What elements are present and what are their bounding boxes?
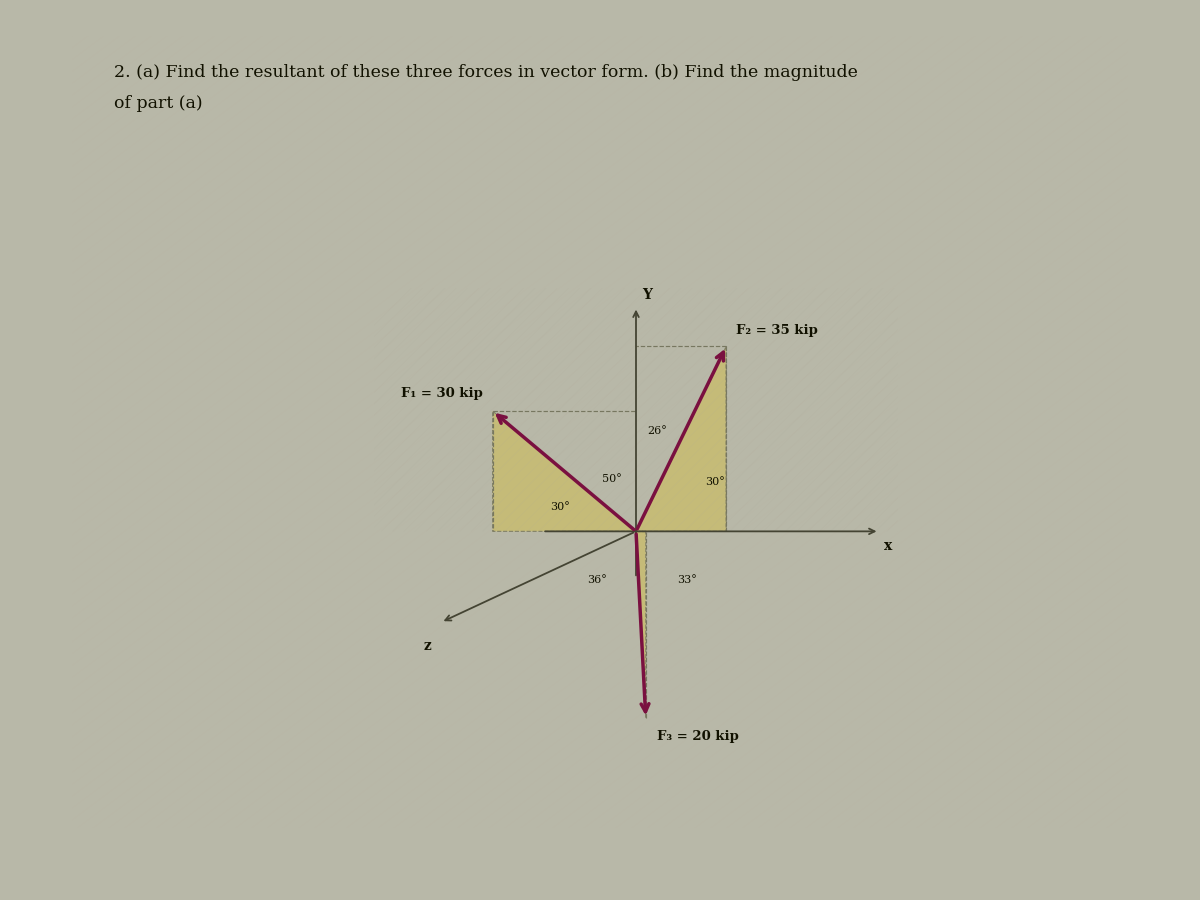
Text: 36°: 36° [587, 575, 606, 585]
Text: 26°: 26° [648, 426, 667, 436]
Text: 2. (a) Find the resultant of these three forces in vector form. (b) Find the mag: 2. (a) Find the resultant of these three… [114, 64, 858, 81]
Text: 30°: 30° [706, 477, 725, 487]
Text: 33°: 33° [678, 575, 697, 585]
Text: x: x [884, 539, 893, 553]
Polygon shape [492, 411, 636, 531]
Polygon shape [636, 531, 646, 718]
Text: Y: Y [642, 288, 653, 302]
Text: F₂ = 35 kip: F₂ = 35 kip [736, 324, 817, 337]
Text: F₁ = 30 kip: F₁ = 30 kip [401, 387, 484, 400]
Text: F₃ = 20 kip: F₃ = 20 kip [658, 730, 739, 742]
Polygon shape [636, 346, 726, 531]
Text: 30°: 30° [551, 502, 570, 512]
Text: 50°: 50° [601, 473, 622, 484]
Text: of part (a): of part (a) [114, 95, 203, 112]
Text: z: z [424, 639, 432, 653]
